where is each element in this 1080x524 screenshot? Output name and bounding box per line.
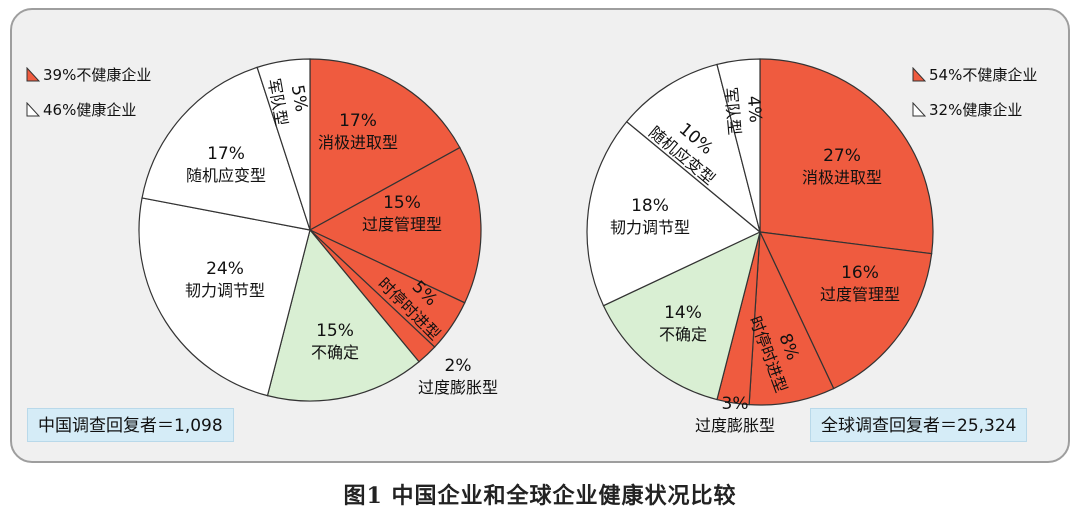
slice-name-label: 过度膨胀型 <box>418 378 498 397</box>
slice-name-label: 消极进取型 <box>318 133 398 152</box>
slice-label-group: 17% 随机应变型 <box>186 144 266 185</box>
slice-label-group: 15% 过度管理型 <box>362 193 442 234</box>
pie-slice-global-4 <box>602 230 761 401</box>
slice-pct-label: 24% <box>206 259 244 279</box>
respondents-global: 全球调查回复者＝25,324 <box>810 408 1028 442</box>
legend-label: 54%不健康企业 <box>929 66 1038 84</box>
slice-name-label: 消极进取型 <box>802 168 882 187</box>
slice-label-group: 2% 过度膨胀型 <box>418 356 498 397</box>
slice-name-label: 韧力调节型 <box>610 218 690 237</box>
slice-pct-label: 18% <box>631 196 669 216</box>
pie-slice-china-0 <box>309 58 461 232</box>
pie-slice-china-7 <box>256 58 311 231</box>
slice-label-group: 24% 韧力调节型 <box>185 259 265 300</box>
slice-pct-label: 17% <box>339 111 377 131</box>
slice-pct-label: 3% <box>722 394 749 414</box>
slice-pct-label: 4% <box>743 95 765 124</box>
legend-swatch-unhealthy <box>912 66 927 82</box>
slice-label-group: 3% 过度膨胀型 <box>695 394 775 435</box>
slice-pct-label: 5% <box>287 83 311 113</box>
slice-pct-label: 2% <box>445 356 472 376</box>
slice-label-group: 27% 消极进取型 <box>802 146 882 187</box>
slice-name-label: 军队型 <box>721 86 744 135</box>
pie-slice-china-6 <box>141 66 311 231</box>
slice-pct-label: 15% <box>383 193 421 213</box>
slice-label-group: 14% 不确定 <box>659 303 707 344</box>
slice-label-group: 4%军队型 <box>721 86 765 135</box>
slice-pct-label: 16% <box>841 263 879 283</box>
legend-unhealthy-global: 54%不健康企业 <box>912 64 1037 85</box>
figure-caption: 图1 中国企业和全球企业健康状况比较 <box>343 483 737 509</box>
legend-label: 39%不健康企业 <box>43 66 152 84</box>
slice-name-label: 不确定 <box>311 343 359 362</box>
legend-swatch-unhealthy <box>26 66 41 82</box>
legend-label: 32%健康企业 <box>929 101 1023 119</box>
legend-swatch-healthy <box>912 101 927 117</box>
slice-label-group: 18% 韧力调节型 <box>610 196 690 237</box>
slice-pct-label: 14% <box>664 303 702 323</box>
slice-label-group: 17% 消极进取型 <box>318 111 398 152</box>
pie-slice-china-4 <box>266 228 420 402</box>
slice-label-group: 15% 不确定 <box>311 321 359 362</box>
slice-pct-label: 27% <box>823 146 861 166</box>
slice-name-label: 不确定 <box>659 325 707 344</box>
pie-slice-global-6 <box>625 63 762 234</box>
slice-name-label: 随机应变型 <box>186 166 266 185</box>
slice-name-label: 过度管理型 <box>362 215 442 234</box>
respondents-china: 中国调查回复者＝1,098 <box>27 408 234 442</box>
slice-name-label: 过度膨胀型 <box>695 416 775 435</box>
pie-slice-china-1 <box>308 146 482 304</box>
pie-slice-global-1 <box>758 231 933 390</box>
slice-label-group: 16% 过度管理型 <box>820 263 900 304</box>
slice-pct-label: 15% <box>316 321 354 341</box>
pie-slice-global-5 <box>586 120 762 307</box>
pie-slice-global-7 <box>716 58 761 233</box>
pie-slice-global-0 <box>759 58 934 255</box>
legend-healthy-china: 46%健康企业 <box>26 99 136 120</box>
pie-slice-china-5 <box>138 197 311 397</box>
legend-healthy-global: 32%健康企业 <box>912 99 1022 120</box>
slice-pct-label: 17% <box>207 144 245 164</box>
slice-name-label: 过度管理型 <box>820 285 900 304</box>
legend-unhealthy-china: 39%不健康企业 <box>26 64 151 85</box>
legend-swatch-healthy <box>26 101 41 117</box>
slice-name-label: 韧力调节型 <box>185 281 265 300</box>
legend-label: 46%健康企业 <box>43 101 137 119</box>
